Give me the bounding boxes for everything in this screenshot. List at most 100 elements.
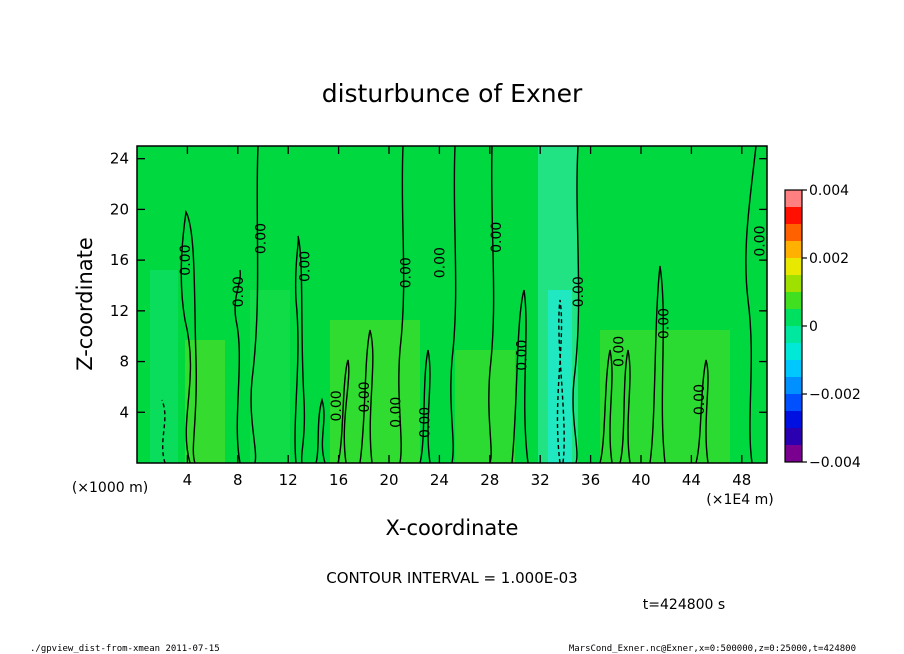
colorbar-tick-label: −0.002 xyxy=(809,387,861,403)
contour-line xyxy=(450,146,457,463)
contour-line xyxy=(419,349,431,463)
colorbar-tick-label: 0 xyxy=(809,319,818,335)
colorbar-tick-label: −0.004 xyxy=(809,455,861,471)
time-text: t=424800 s xyxy=(643,597,725,613)
x-axis-ticks: 4 8 12 16 20 24 28 32 36 40 44 48 xyxy=(183,146,751,489)
contour-line xyxy=(619,349,631,463)
footer-right: MarsCond_Exner.nc@Exner,x=0:500000,z=0:2… xyxy=(569,644,856,654)
x-tick-label: 16 xyxy=(329,471,348,489)
contour-interval-text: CONTOUR INTERVAL = 1.000E-03 xyxy=(326,569,577,587)
plot-area: 0.00 0.00 0.00 0.00 0.00 0.00 0.00 0.00 0.00 0.00… xyxy=(110,145,769,489)
contour-label: 0.00 xyxy=(611,336,627,367)
contour-line xyxy=(488,146,495,463)
y-axis-ticks: 4 8 12 16 20 24 xyxy=(110,150,767,421)
contour-label: 0.00 xyxy=(489,222,505,253)
field-patch xyxy=(548,290,572,463)
contour-label: 0.00 xyxy=(692,384,708,415)
x-tick-label: 8 xyxy=(233,471,243,489)
colorbar-segment xyxy=(785,241,802,258)
colorbar-segment xyxy=(785,428,802,445)
colorbar-segment xyxy=(785,326,802,343)
colorbar-segment xyxy=(785,343,802,360)
x-tick-label: 4 xyxy=(183,471,193,489)
colorbar-segment xyxy=(785,275,802,292)
contour-label: 0.00 xyxy=(752,226,768,257)
field-patch xyxy=(150,270,178,463)
contour-line xyxy=(511,289,529,463)
colorbar-tick-label: 0.004 xyxy=(809,183,849,199)
x-tick-label: 24 xyxy=(430,471,449,489)
colorbar-segment xyxy=(785,411,802,428)
y-tick-label: 12 xyxy=(110,302,129,320)
y-tick-label: 4 xyxy=(119,403,129,421)
y-tick-label: 24 xyxy=(110,150,129,168)
contour-line xyxy=(161,399,166,463)
contour-lines xyxy=(161,146,757,463)
contour-line xyxy=(315,397,326,463)
contour-label: 0.00 xyxy=(298,251,314,282)
contour-label: 0.00 xyxy=(388,397,404,428)
y-tick-label: 16 xyxy=(110,251,129,269)
contour-label: 0.00 xyxy=(357,381,373,412)
contour-line xyxy=(398,146,405,463)
colorbar-segment xyxy=(785,309,802,326)
contour-label: 0.00 xyxy=(514,340,530,371)
field-patch xyxy=(455,350,515,463)
colorbar-segment xyxy=(785,445,802,462)
y-axis-label: Z-coordinate xyxy=(73,237,97,371)
colorbar-tick-label: 0.002 xyxy=(809,251,849,267)
contour-line xyxy=(695,359,709,463)
colorbar-segment xyxy=(785,394,802,411)
y-tick-label: 20 xyxy=(110,200,129,218)
contour-label: 0.00 xyxy=(657,308,673,339)
chart-title: disturbunce of Exner xyxy=(322,79,583,108)
contour-label: 0.00 xyxy=(253,223,269,254)
contour-line xyxy=(359,329,374,463)
x-tick-label: 20 xyxy=(379,471,398,489)
x-tick-label: 48 xyxy=(732,471,751,489)
contour-label: 0.00 xyxy=(417,407,433,438)
contour-labels: 0.00 0.00 0.00 0.00 0.00 0.00 0.00 0.00 0.00 0.00… xyxy=(178,222,769,438)
contour-label: 0.00 xyxy=(432,247,448,278)
colorbar-segment xyxy=(785,360,802,377)
contour-line xyxy=(234,269,241,463)
x-unit-right: (×1E4 m) xyxy=(706,492,773,508)
colorbar-segment xyxy=(785,292,802,309)
field-patch xyxy=(600,330,730,463)
contour-line xyxy=(556,299,565,463)
contour-line xyxy=(599,349,613,463)
contour-line xyxy=(649,265,666,463)
x-tick-label: 28 xyxy=(480,471,499,489)
contour-line xyxy=(337,359,350,463)
contour-line xyxy=(250,146,259,463)
contour-line xyxy=(180,209,198,463)
field-patch xyxy=(185,340,225,463)
x-tick-label: 12 xyxy=(279,471,298,489)
colorbar: 0.004 0.002 0 −0.002 −0.004 xyxy=(784,183,861,471)
colorbar-segment xyxy=(785,224,802,241)
x-tick-label: 40 xyxy=(631,471,650,489)
x-tick-label: 44 xyxy=(682,471,701,489)
field-shading xyxy=(150,146,730,463)
contour-line xyxy=(572,146,580,463)
footer-left: ./gpview_dist-from-xmean 2011-07-15 xyxy=(30,644,220,654)
x-axis-label: X-coordinate xyxy=(386,516,519,540)
contour-line xyxy=(294,235,306,463)
contour-label: 0.00 xyxy=(398,257,414,288)
contour-line xyxy=(745,146,757,463)
field-patch xyxy=(250,290,290,463)
colorbar-segment xyxy=(785,258,802,275)
x-unit-left: (×1000 m) xyxy=(72,480,148,496)
y-tick-label: 8 xyxy=(119,353,129,371)
colorbar-segment xyxy=(785,377,802,394)
colorbar-segment xyxy=(785,190,802,207)
plot-frame xyxy=(136,145,768,464)
contour-label: 0.00 xyxy=(231,276,247,307)
contour-label: 0.00 xyxy=(329,390,345,421)
colorbar-segment xyxy=(785,207,802,224)
x-tick-label: 32 xyxy=(531,471,550,489)
contour-label: 0.00 xyxy=(571,276,587,307)
x-tick-label: 36 xyxy=(581,471,600,489)
contour-label: 0.00 xyxy=(178,245,194,276)
